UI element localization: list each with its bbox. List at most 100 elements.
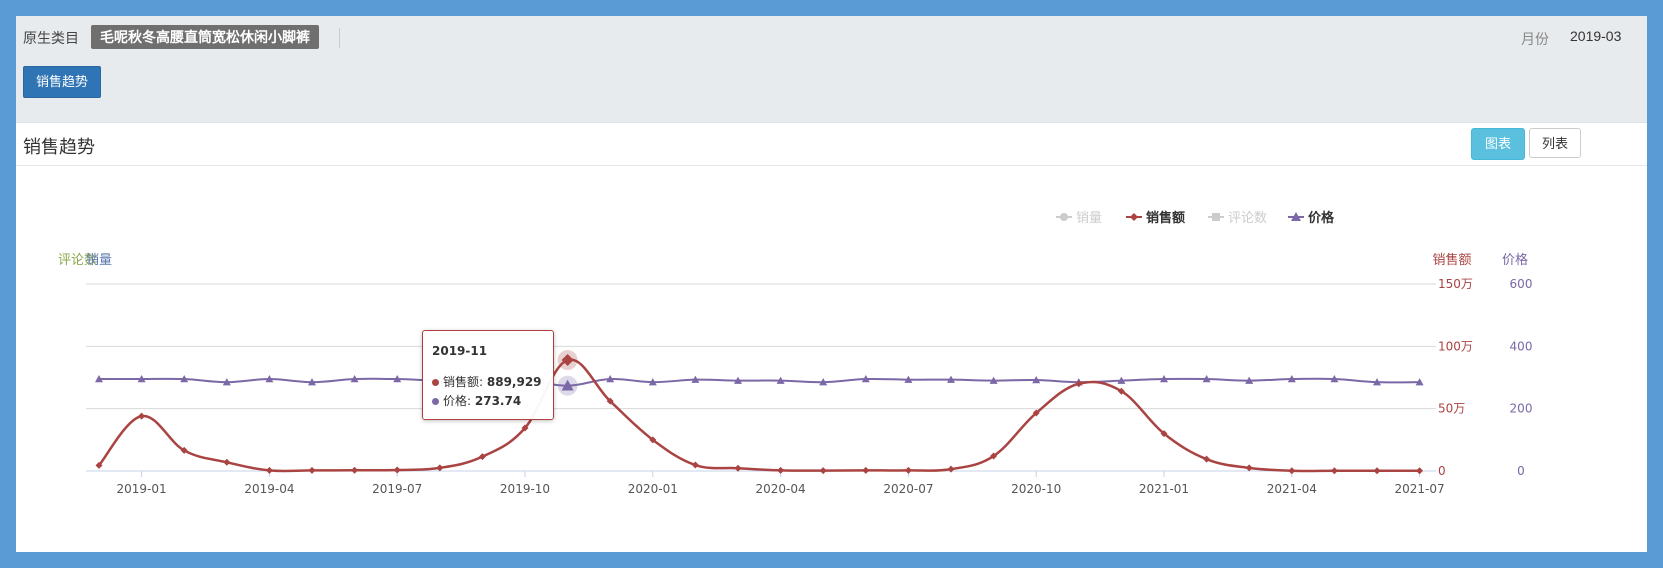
list-view-button[interactable]: 列表 xyxy=(1529,128,1581,158)
price-point xyxy=(861,375,870,383)
sales-amount-point xyxy=(436,464,444,472)
comments-axis-title: 评论数 xyxy=(58,253,97,268)
category-label: 原生类目 xyxy=(23,30,79,46)
price-axis-tick-label: 0 xyxy=(1517,464,1525,478)
month-label: 月份 xyxy=(1521,31,1549,47)
price-point xyxy=(734,376,742,384)
price-point xyxy=(308,378,316,386)
tooltip-sales-value: 889,929 xyxy=(486,375,542,389)
price-axis-title: 价格 xyxy=(1502,252,1528,268)
sales-amount-point xyxy=(1245,464,1253,472)
sales-amount-point xyxy=(1288,467,1296,475)
x-tick-label: 2021-07 xyxy=(1395,482,1445,496)
sales-amount-point xyxy=(1330,467,1338,475)
sales-amount-point xyxy=(393,466,401,474)
filter-bar: 原生类目 毛呢秋冬高腰直筒宽松休闲小脚裤 月份 2019-03 销售趋势 xyxy=(16,16,1647,123)
price-point xyxy=(1415,378,1424,386)
tooltip-row-sales: 销售额: 889,929 xyxy=(432,373,542,390)
sales-amount-point xyxy=(265,466,273,474)
legend-label: 销售额 xyxy=(1146,210,1185,226)
price-point xyxy=(137,375,146,383)
legend-circle-icon xyxy=(1060,213,1068,221)
legend-label: 评论数 xyxy=(1228,211,1267,226)
price-point xyxy=(947,375,955,383)
price-dot-icon xyxy=(432,398,439,405)
sales-amount-point xyxy=(990,452,998,460)
section-divider xyxy=(16,165,1647,166)
price-axis-tick-label: 200 xyxy=(1510,402,1533,416)
price-point xyxy=(393,375,402,383)
x-tick-label: 2020-01 xyxy=(628,482,678,496)
x-tick-label: 2021-04 xyxy=(1267,482,1317,496)
sales-amount-point xyxy=(904,466,912,474)
price-point xyxy=(1287,375,1296,383)
price-point xyxy=(222,378,231,386)
price-line xyxy=(99,377,1420,387)
sales-amount-point xyxy=(947,465,955,473)
sales-amount-point xyxy=(691,461,699,469)
legend-triangle-icon xyxy=(1291,212,1301,221)
sales-amount-point xyxy=(862,466,870,474)
sales-dot-icon xyxy=(432,379,439,386)
sales-amount-point xyxy=(223,458,231,466)
price-point xyxy=(776,376,785,384)
price-point xyxy=(1245,376,1254,384)
x-tick-label: 2021-01 xyxy=(1139,482,1189,496)
sales-amount-point xyxy=(819,467,827,475)
price-point xyxy=(265,375,274,383)
sales-amount-point xyxy=(478,453,486,461)
category-tag[interactable]: 毛呢秋冬高腰直筒宽松休闲小脚裤 xyxy=(91,25,319,49)
legend-label: 销量 xyxy=(1076,211,1102,226)
sales-amount-point xyxy=(1416,467,1424,475)
x-tick-label: 2020-04 xyxy=(756,482,806,496)
month-value[interactable]: 2019-03 xyxy=(1570,28,1622,44)
tooltip-price-value: 273.74 xyxy=(474,394,522,408)
sales-amount-point xyxy=(138,412,146,420)
sales-amount-point xyxy=(1203,455,1211,463)
price-axis-tick-label: 400 xyxy=(1510,339,1533,353)
price-point xyxy=(561,379,574,391)
sales-amount-point xyxy=(180,446,188,454)
sales-axis-tick-label: 50万 xyxy=(1438,402,1465,416)
price-axis-tick-label: 600 xyxy=(1510,277,1533,291)
tooltip-row-price: 价格: 273.74 xyxy=(432,392,521,409)
series-markers xyxy=(95,350,1424,475)
price-point xyxy=(819,378,828,386)
tooltip-sales-label: 销售额 xyxy=(443,375,480,389)
sales-axis-tick-label: 100万 xyxy=(1438,339,1473,353)
tooltip-price-label: 价格 xyxy=(443,394,468,408)
price-point xyxy=(1330,375,1339,383)
price-point xyxy=(989,376,998,384)
x-tick-label: 2019-07 xyxy=(372,482,422,496)
tooltip-title: 2019-11 xyxy=(432,344,488,358)
x-tick-label: 2019-10 xyxy=(500,482,550,496)
price-point xyxy=(350,375,359,383)
price-point xyxy=(95,375,103,383)
sales-amount-line xyxy=(98,358,1420,473)
price-point xyxy=(180,375,189,383)
sales-amount-point xyxy=(734,464,742,472)
sales-trend-button[interactable]: 销售趋势 xyxy=(23,66,102,98)
sales-amount-point xyxy=(649,436,657,444)
price-point xyxy=(1373,378,1381,386)
x-tick-label: 2019-04 xyxy=(244,482,294,496)
sales-amount-point xyxy=(308,466,316,474)
x-tick-label: 2019-01 xyxy=(117,482,167,496)
sales-amount-point xyxy=(1117,387,1125,395)
sales-axis-tick-label: 0 xyxy=(1438,464,1446,478)
sales-amount-point xyxy=(1160,430,1168,438)
sales-amount-point xyxy=(1373,467,1381,475)
chart-view-button[interactable]: 图表 xyxy=(1471,128,1525,160)
sales-amount-point xyxy=(606,397,614,405)
price-point xyxy=(1202,375,1211,383)
x-axis: 2019-01 2019-04 2019-07 2019-10 2020-01 2020-… xyxy=(86,470,1445,496)
sales-amount-point xyxy=(1075,380,1083,388)
price-point xyxy=(904,375,913,383)
filter-divider xyxy=(339,28,340,48)
sales-trend-chart: 2019-01 2019-04 2019-07 2019-10 2020-01 2020-… xyxy=(58,210,1532,496)
price-point xyxy=(1032,375,1041,384)
sales-amount-point xyxy=(521,424,529,432)
price-point xyxy=(691,375,700,383)
chart-legend: 销量 销售额 评论数 价格 xyxy=(1056,210,1335,226)
